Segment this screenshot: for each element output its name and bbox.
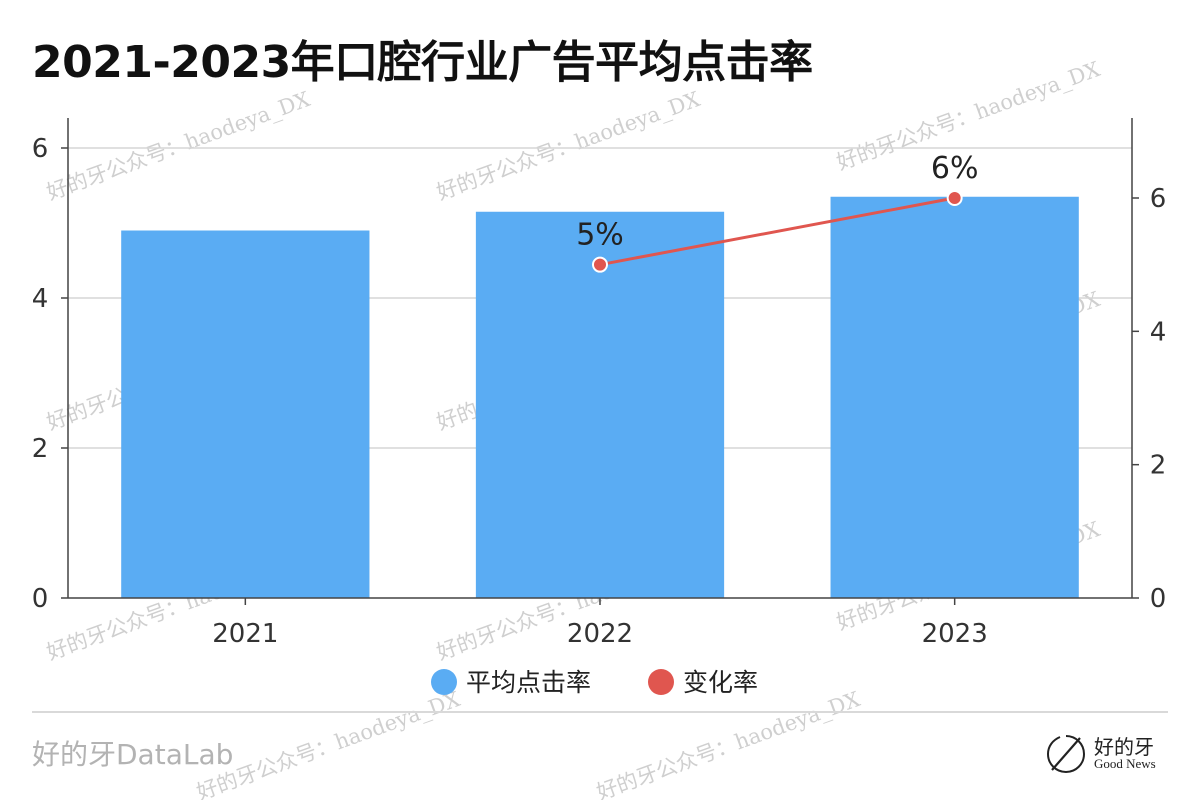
change-rate-line [599, 196, 955, 267]
bar-2022 [475, 211, 725, 598]
left-tick-label: 6 [32, 134, 49, 164]
x-tick-label: 2023 [922, 619, 988, 649]
legend-line-label: 变化率 [683, 668, 758, 697]
chart-title: 2021-2023年口腔行业广告平均点击率 [32, 37, 813, 88]
watermark-text: 好的牙公众号：haodeya_DX [434, 87, 704, 205]
line-series: 5% 6% [576, 151, 979, 273]
legend: 平均点击率 变化率 [431, 668, 758, 697]
change-rate-label: 6% [931, 151, 979, 186]
watermark-text: 好的牙公众号：haodeya_DX [594, 687, 864, 800]
logo-chinese-text: 好的牙 [1094, 735, 1154, 759]
watermark-text: 好的牙公众号：haodeya_DX [194, 687, 464, 800]
legend-bar-marker [431, 669, 457, 695]
legend-line-marker [648, 669, 674, 695]
left-tick-label: 2 [32, 434, 49, 464]
footer-brand: 好的牙DataLab [32, 738, 234, 771]
right-tick-label: 4 [1150, 317, 1167, 347]
watermark-text: 好的牙公众号：haodeya_DX [44, 87, 314, 205]
change-rate-point [946, 190, 963, 206]
left-tick-label: 0 [32, 584, 49, 614]
change-rate-label: 5% [576, 218, 624, 253]
legend-bar-label: 平均点击率 [466, 668, 591, 697]
axes: 0 2 4 6 0 2 4 6 2021 2022 2023 [32, 118, 1167, 649]
bar-2023 [830, 196, 1079, 598]
x-tick-label: 2022 [567, 619, 633, 649]
right-tick-label: 2 [1150, 451, 1167, 481]
footer-divider [32, 711, 1168, 713]
left-tick-label: 4 [32, 284, 49, 314]
bar-2021 [121, 230, 370, 598]
change-rate-point [592, 256, 608, 273]
logo-mark-icon [1046, 735, 1086, 774]
logo-english-text: Good News [1094, 756, 1156, 771]
right-tick-label: 0 [1150, 584, 1167, 614]
brand-logo: 好的牙 Good News [1042, 730, 1172, 778]
x-tick-label: 2021 [212, 619, 278, 649]
right-tick-label: 6 [1150, 184, 1167, 214]
bar-series [121, 196, 1079, 598]
